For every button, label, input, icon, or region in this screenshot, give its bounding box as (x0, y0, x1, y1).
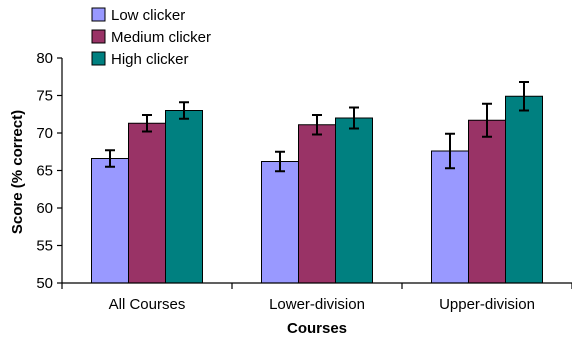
bar-low-clicker-0 (91, 158, 129, 284)
x-tick-label: Upper-division (439, 296, 535, 313)
error-bars-group (105, 81, 529, 173)
bar-high-clicker-1 (335, 117, 373, 284)
axes-group: All Courses Lower-division Upper-division 5… (36, 50, 572, 313)
bars-group (91, 95, 543, 284)
x-tick-label: Lower-division (269, 296, 365, 313)
y-tick-label: 75 (36, 88, 53, 105)
y-tick-label: 65 (36, 163, 53, 180)
y-tick-label: 80 (36, 50, 53, 67)
bar-low-clicker-2 (431, 150, 469, 284)
bar-high-clicker-0 (165, 110, 203, 284)
legend-swatch-low-clicker (91, 7, 106, 22)
legend: Low clicker Medium clicker High clicker (91, 7, 211, 68)
y-tick-label: 55 (36, 238, 53, 255)
legend-label-high-clicker: High clicker (111, 51, 189, 68)
bar-medium-clicker-2 (468, 119, 506, 284)
x-tick-label: All Courses (109, 296, 186, 313)
x-axis-title: Courses (287, 320, 347, 337)
y-tick-label: 70 (36, 125, 53, 142)
legend-label-low-clicker: Low clicker (111, 7, 185, 24)
bar-low-clicker-1 (261, 161, 299, 284)
legend-swatch-high-clicker (91, 51, 106, 66)
bar-medium-clicker-1 (298, 124, 336, 284)
y-tick-label: 60 (36, 200, 53, 217)
y-axis-title: Score (% correct) (9, 110, 26, 234)
legend-swatch-medium-clicker (91, 29, 106, 44)
bar-high-clicker-2 (505, 95, 543, 284)
legend-label-medium-clicker: Medium clicker (111, 29, 211, 46)
bar-medium-clicker-0 (128, 122, 166, 284)
y-tick-label: 50 (36, 275, 53, 292)
